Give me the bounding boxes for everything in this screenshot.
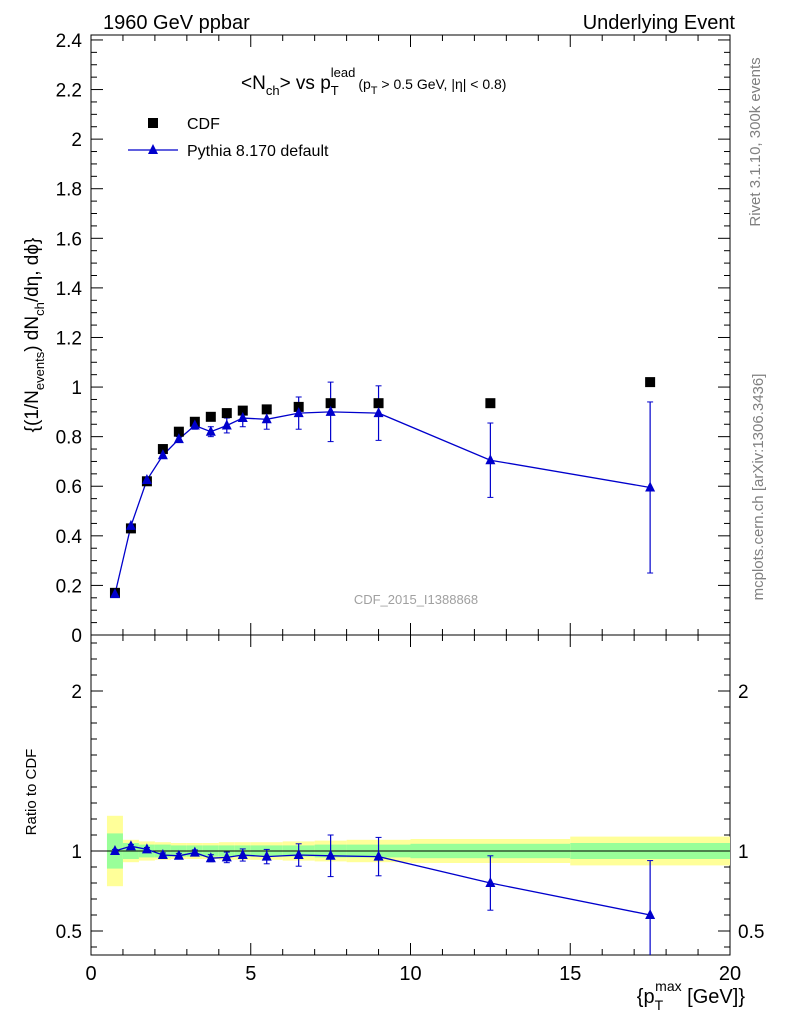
cdf-point — [325, 398, 336, 409]
legend-pythia-marker — [148, 144, 158, 154]
header-left: 1960 GeV ppbar — [103, 12, 250, 34]
pythia-point — [221, 419, 232, 430]
ratio-point — [293, 849, 304, 859]
x-axis-label: {pTmax [GeV]} — [637, 978, 746, 1013]
pythia-point — [157, 449, 168, 460]
ratio-tick-label-right: 0.5 — [738, 922, 764, 943]
y-tick-label: 2.2 — [56, 81, 82, 102]
y-tick-label: 1.2 — [56, 328, 82, 349]
legend-cdf-marker — [148, 118, 158, 128]
ratio-bands — [91, 815, 730, 887]
x-tick-label: 0 — [85, 963, 96, 985]
ratio-point — [109, 845, 120, 855]
x-tick-labels: 0 5 10 15 20 — [85, 963, 741, 985]
cdf-point — [373, 398, 384, 409]
y-tick-label: 1.8 — [56, 180, 82, 201]
watermark: CDF_2015_I1388868 — [354, 592, 478, 607]
y-tick-label: 0.4 — [56, 527, 83, 548]
legend-cdf-label: CDF — [187, 116, 220, 133]
cdf-point — [157, 444, 168, 455]
pythia-point — [205, 425, 216, 436]
ratio-point — [173, 849, 184, 860]
mcplots-label: mcplots.cern.ch [arXiv:1306.3436] — [750, 374, 767, 601]
plot-title: <Nch> vs pTlead(pT > 0.5 GeV, |η| < 0.8) — [241, 65, 506, 98]
cdf-point — [293, 401, 304, 412]
y-tick-label: 2.4 — [56, 31, 83, 52]
rivet-label: Rivet 3.1.10, 300k events — [747, 57, 764, 226]
y-axis-label: {(1/Nevents) dNch/dη, dϕ} — [22, 238, 47, 433]
ratio-point — [485, 877, 496, 887]
y-tick-label: 1.6 — [56, 229, 82, 250]
pythia-point — [373, 407, 384, 418]
ratio-tick-label: 2 — [71, 682, 82, 703]
ratio-tick-label: 0.5 — [56, 922, 82, 943]
ratio-point — [205, 852, 216, 863]
cdf-point — [645, 377, 656, 388]
ratio-tick-label-right: 2 — [738, 682, 749, 703]
ratio-point — [157, 849, 168, 859]
ratio-point — [189, 846, 200, 857]
ratio-point — [141, 843, 152, 854]
cdf-point — [221, 408, 232, 419]
pythia-line — [114, 411, 651, 595]
cdf-point — [205, 411, 216, 422]
pythia-point — [173, 433, 184, 444]
pythia-point — [125, 519, 136, 530]
main-data — [109, 377, 656, 599]
ratio-data — [109, 834, 656, 955]
x-tick-label: 15 — [559, 963, 581, 985]
ratio-axis-label: Ratio to CDF — [23, 749, 40, 836]
pythia-point — [237, 412, 248, 423]
ratio-tick-label: 1 — [71, 842, 82, 863]
main-axes: 0 0.2 0.4 0.6 0.8 1 1.2 1.4 1.6 1.8 2 2.2 2.4 — [56, 31, 731, 647]
pythia-point — [485, 454, 496, 465]
pythia-point — [109, 588, 120, 599]
ratio-point — [645, 909, 656, 919]
y-tick-label: 1 — [71, 378, 82, 399]
pythia-point — [645, 481, 656, 492]
x-tick-label: 5 — [245, 963, 256, 985]
y-tick-label: 1.4 — [56, 279, 83, 300]
pythia-point — [293, 407, 304, 418]
ratio-point — [125, 840, 136, 851]
ratio-point — [373, 850, 384, 861]
ratio-point — [261, 850, 272, 861]
y-tick-label: 0.2 — [56, 576, 82, 597]
ratio-axes: 0.5 0.5 1 1 2 2 — [56, 635, 764, 955]
ratio-point — [237, 849, 248, 859]
ratio-tick-label-right: 1 — [738, 842, 749, 863]
x-tick-label: 10 — [399, 963, 421, 985]
x-tick-label: 20 — [719, 963, 741, 985]
y-tick-label: 0 — [71, 626, 82, 647]
cdf-point — [237, 405, 248, 416]
pythia-point — [261, 413, 272, 424]
pythia-point — [141, 474, 152, 485]
y-tick-label: 2 — [71, 130, 82, 151]
header-right: Underlying Event — [583, 12, 736, 34]
legend: CDF Pythia 8.170 default — [128, 116, 329, 160]
pythia-point — [325, 405, 336, 416]
ratio-point — [325, 849, 336, 860]
cdf-point — [485, 398, 496, 409]
y-tick-label: 0.8 — [56, 428, 82, 449]
y-tick-label: 0.6 — [56, 477, 82, 498]
cdf-point — [261, 404, 272, 415]
ratio-point — [221, 851, 232, 862]
pythia-point — [189, 419, 200, 430]
ratio-panel-frame — [90, 634, 731, 956]
cdf-point — [173, 426, 184, 437]
legend-pythia-label: Pythia 8.170 default — [187, 143, 329, 160]
